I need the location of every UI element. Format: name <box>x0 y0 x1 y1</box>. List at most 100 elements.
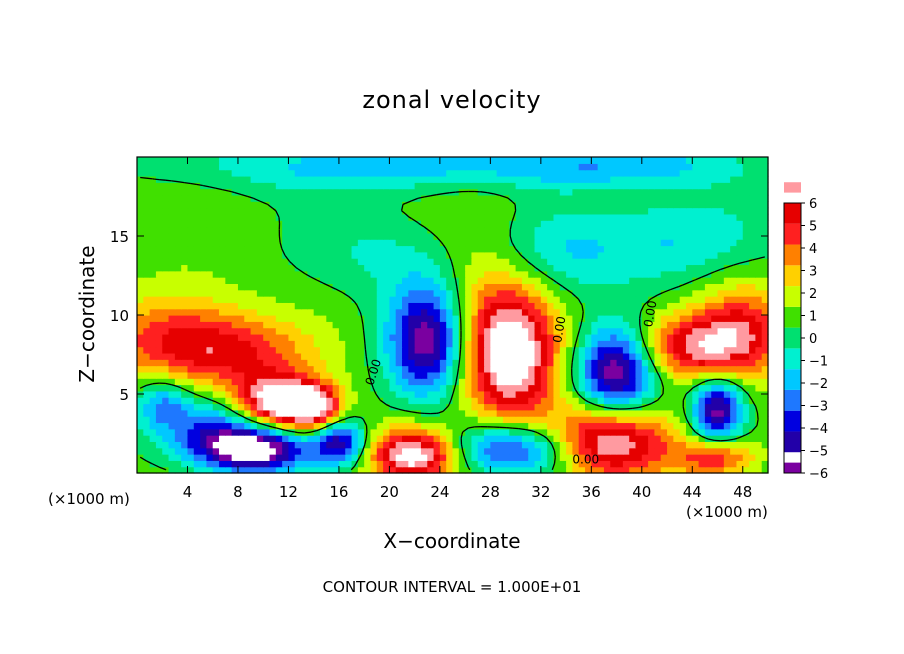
heatmap-cell <box>168 460 176 468</box>
heatmap-cell <box>736 182 744 190</box>
heatmap-cell <box>502 378 510 386</box>
heatmap-cell <box>338 277 346 284</box>
heatmap-cell <box>301 163 308 171</box>
heatmap-cell <box>648 251 656 259</box>
heatmap-cell <box>749 403 756 411</box>
heatmap-cell <box>717 264 725 272</box>
heatmap-cell <box>414 315 422 322</box>
heatmap-cell <box>502 296 510 303</box>
heatmap-cell <box>313 270 321 278</box>
heatmap-cell <box>591 333 599 341</box>
heatmap-cell <box>515 416 523 424</box>
heatmap-cell <box>237 321 245 329</box>
heatmap-cell <box>237 397 245 405</box>
heatmap-cell <box>187 175 195 183</box>
heatmap-cell <box>193 169 201 177</box>
heatmap-cell <box>439 188 447 196</box>
heatmap-cell <box>654 466 662 474</box>
heatmap-cell <box>730 163 738 171</box>
heatmap-cell <box>408 239 416 247</box>
heatmap-cell <box>515 296 523 303</box>
heatmap-cell <box>269 163 277 171</box>
heatmap-cell <box>654 283 662 291</box>
heatmap-cell <box>206 175 214 183</box>
heatmap-cell <box>206 194 214 202</box>
heatmap-cell <box>414 359 422 367</box>
heatmap-cell <box>692 163 700 171</box>
heatmap-cell <box>484 359 491 367</box>
heatmap-cell <box>389 340 397 348</box>
heatmap-cell <box>332 409 340 417</box>
heatmap-cell <box>559 308 567 316</box>
heatmap-cell <box>389 239 397 247</box>
heatmap-cell <box>534 264 542 272</box>
heatmap-cell <box>269 352 277 360</box>
heatmap-cell <box>313 359 321 367</box>
heatmap-cell <box>219 378 226 386</box>
heatmap-cell <box>736 365 744 373</box>
heatmap-cell <box>553 277 561 284</box>
heatmap-cell <box>534 422 542 430</box>
heatmap-cell <box>275 270 283 278</box>
heatmap-cell <box>168 352 176 360</box>
heatmap-cell <box>181 416 189 424</box>
heatmap-cell <box>193 201 201 209</box>
heatmap-cell <box>288 333 296 341</box>
heatmap-cell <box>622 220 630 228</box>
heatmap-cell <box>471 315 479 322</box>
heatmap-cell <box>622 416 630 424</box>
heatmap-cell <box>395 283 403 291</box>
heatmap-cell <box>458 371 466 379</box>
heatmap-cell <box>326 239 334 247</box>
heatmap-cell <box>761 201 769 209</box>
heatmap-cell <box>212 232 220 240</box>
heatmap-cell <box>452 447 460 455</box>
heatmap-cell <box>402 182 409 190</box>
heatmap-cell <box>521 270 529 278</box>
heatmap-cell <box>162 245 170 253</box>
heatmap-cell <box>332 163 340 171</box>
heatmap-cell <box>206 460 214 468</box>
heatmap-cell <box>471 321 479 329</box>
heatmap-cell <box>730 251 738 259</box>
heatmap-cell <box>351 365 359 373</box>
heatmap-cell <box>137 397 144 405</box>
heatmap-cell <box>603 321 611 329</box>
heatmap-cell <box>704 321 712 329</box>
heatmap-cell <box>288 403 296 411</box>
heatmap-cell <box>509 422 517 430</box>
heatmap-cell <box>471 207 479 215</box>
heatmap-cell <box>717 378 725 386</box>
heatmap-cell <box>648 397 656 405</box>
heatmap-cell <box>275 245 283 253</box>
heatmap-cell <box>282 302 290 310</box>
heatmap-cell <box>149 188 157 196</box>
heatmap-cell <box>629 283 637 291</box>
heatmap-cell <box>616 403 624 411</box>
heatmap-cell <box>237 333 245 341</box>
heatmap-cell <box>509 264 517 272</box>
heatmap-cell <box>168 232 176 240</box>
heatmap-cell <box>301 340 308 348</box>
heatmap-cell <box>648 163 656 171</box>
heatmap-cell <box>717 188 725 196</box>
heatmap-cell <box>566 435 573 442</box>
heatmap-cell <box>149 352 157 360</box>
heatmap-cell <box>761 359 769 367</box>
heatmap-cell <box>458 308 466 316</box>
heatmap-cell <box>559 289 567 297</box>
heatmap-cell <box>484 321 491 329</box>
heatmap-cell <box>408 352 416 360</box>
heatmap-cell <box>761 169 769 177</box>
heatmap-cell <box>149 270 157 278</box>
heatmap-cell <box>704 378 712 386</box>
heatmap-cell <box>225 346 233 354</box>
heatmap-cell <box>749 352 756 360</box>
heatmap-cell <box>263 435 271 442</box>
heatmap-cell <box>496 251 504 259</box>
heatmap-cell <box>282 201 290 209</box>
heatmap-cell <box>319 201 327 209</box>
heatmap-cell <box>237 157 245 164</box>
heatmap-cell <box>654 239 662 247</box>
heatmap-cell <box>704 264 712 272</box>
